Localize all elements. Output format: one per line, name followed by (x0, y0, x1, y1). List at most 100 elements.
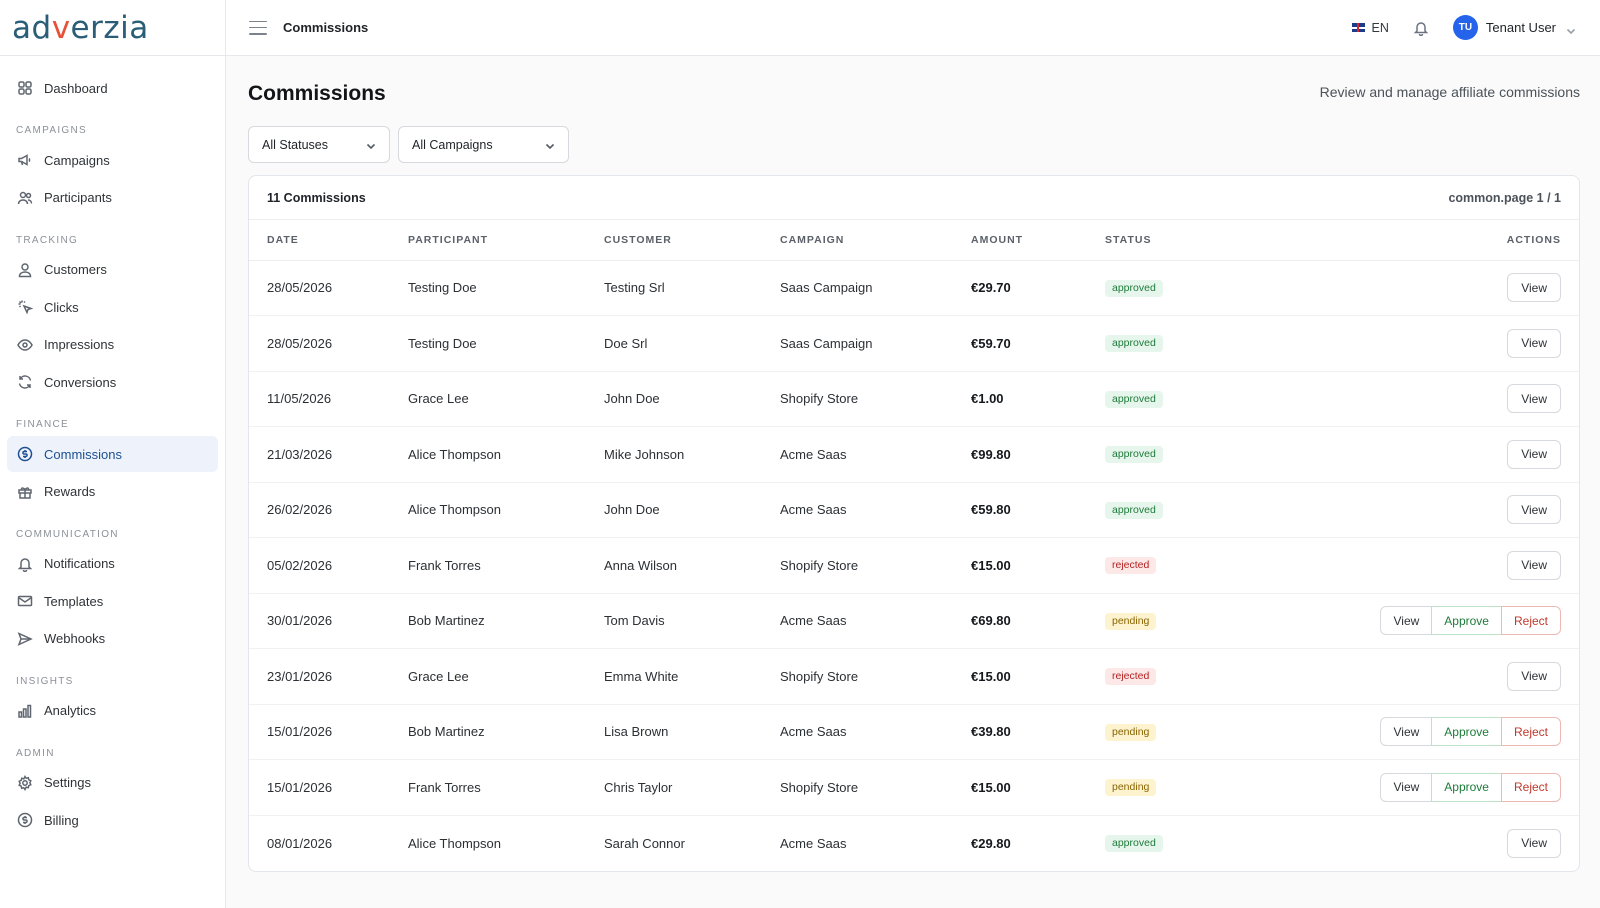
approve-button[interactable]: Approve (1431, 606, 1502, 636)
table-row: 28/05/2026 Testing Doe Doe Srl Saas Campaig… (249, 315, 1579, 372)
cell-actions: View (1285, 371, 1579, 427)
dollar-circle-icon (17, 812, 33, 828)
cell-status: approved (1105, 260, 1285, 316)
reject-button[interactable]: Reject (1500, 772, 1561, 802)
sidebar-item-dashboard[interactable]: Dashboard (7, 70, 218, 106)
view-button[interactable]: View (1507, 328, 1561, 358)
cell-amount: €15.00 (971, 759, 1105, 816)
language-switcher[interactable]: EN (1351, 21, 1389, 35)
sidebar-item-label: Impressions (44, 337, 115, 352)
avatar: TU (1452, 15, 1478, 40)
cell-date: 15/01/2026 (249, 759, 408, 816)
table-row: 30/01/2026 Bob Martinez Tom Davis Acme Saas… (249, 593, 1579, 649)
cell-date: 05/02/2026 (249, 537, 408, 594)
table-row: 21/03/2026 Alice Thompson Mike Johnson Acme… (249, 426, 1579, 483)
notifications-bell-icon[interactable] (1413, 20, 1429, 36)
view-button[interactable]: View (1507, 273, 1561, 303)
column-header-campaign[interactable]: CAMPAIGN (780, 220, 971, 261)
view-button[interactable]: View (1507, 661, 1561, 691)
sidebar-item-settings[interactable]: Settings (7, 765, 218, 801)
view-button[interactable]: View (1507, 439, 1561, 469)
logo[interactable]: adverzia (0, 0, 225, 56)
view-button[interactable]: View (1507, 828, 1561, 858)
cell-campaign: Shopify Store (780, 648, 971, 705)
row-action-group: View Approve Reject (1380, 717, 1561, 747)
send-icon (17, 631, 33, 647)
sidebar-item-commissions[interactable]: Commissions (7, 436, 218, 472)
cell-amount: €39.80 (971, 704, 1105, 760)
cell-participant: Alice Thompson (408, 426, 604, 483)
cell-amount: €69.80 (971, 593, 1105, 649)
commissions-table: DATE PARTICIPANT CUSTOMER CAMPAIGN AMOUN… (249, 220, 1579, 871)
sidebar-item-webhooks[interactable]: Webhooks (7, 621, 218, 657)
table-row: 26/02/2026 Alice Thompson John Doe Acme Saa… (249, 482, 1579, 538)
topbar: Commissions EN TU Tenant User (226, 0, 1600, 56)
cell-campaign: Saas Campaign (780, 260, 971, 316)
refresh-icon (17, 374, 33, 390)
reject-button[interactable]: Reject (1500, 606, 1561, 636)
commissions-count: 11 Commissions (267, 190, 366, 205)
sidebar-item-label: Billing (44, 812, 79, 828)
column-header-date[interactable]: DATE (249, 220, 408, 261)
table-row: 08/01/2026 Alice Thompson Sarah Connor Acme… (249, 815, 1579, 871)
cell-campaign: Acme Saas (780, 835, 847, 851)
user-menu[interactable]: TU Tenant User (1452, 15, 1576, 40)
filters: All Statuses All Campaigns (248, 126, 1580, 163)
sidebar-item-analytics[interactable]: Analytics (7, 693, 218, 729)
cell-actions: View (1285, 315, 1579, 372)
sidebar-item-label: Templates (44, 593, 104, 609)
approve-button[interactable]: Approve (1431, 717, 1502, 747)
cell-campaign: Acme Saas (780, 593, 971, 649)
eye-icon (17, 337, 33, 353)
cell-participant: Frank Torres (408, 537, 604, 594)
cell-actions: View Approve Reject (1285, 593, 1579, 649)
user-name: Tenant User (1485, 20, 1556, 35)
cell-amount: €29.70 (971, 260, 1105, 316)
cell-date: 11/05/2026 (249, 371, 408, 427)
cell-campaign: Shopify Store (780, 371, 971, 427)
cell-participant: Bob Martinez (408, 704, 604, 760)
table-body: 28/05/2026 Testing Doe Testing Srl Saas Cam… (249, 260, 1579, 871)
column-header-status[interactable]: STATUS (1105, 220, 1285, 261)
sidebar-item-notifications[interactable]: Notifications (7, 546, 218, 582)
sidebar-item-customers[interactable]: Customers (7, 252, 218, 288)
status-filter-value: All Statuses (262, 137, 329, 152)
cell-status: pending (1105, 704, 1285, 760)
sidebar-item-clicks[interactable]: Clicks (7, 289, 218, 325)
cell-actions: View (1285, 482, 1579, 538)
status-filter-select[interactable]: All Statuses (248, 126, 390, 163)
sidebar-item-templates[interactable]: Templates (7, 583, 218, 619)
column-header-amount[interactable]: AMOUNT (971, 220, 1105, 261)
view-button[interactable]: View (1380, 772, 1433, 802)
sidebar-item-billing[interactable]: Billing (7, 802, 218, 838)
sidebar-item-participants[interactable]: Participants (7, 180, 218, 216)
cell-customer: Doe Srl (604, 315, 780, 372)
column-header-customer[interactable]: CUSTOMER (604, 220, 780, 261)
sidebar-item-rewards[interactable]: Rewards (7, 474, 218, 510)
view-button[interactable]: View (1507, 495, 1561, 525)
breadcrumb: Commissions (283, 20, 369, 35)
cell-date: 15/01/2026 (249, 704, 408, 760)
sidebar-item-impressions[interactable]: Impressions (7, 327, 218, 363)
cell-date: 23/01/2026 (249, 648, 408, 705)
chevron-down-icon (545, 140, 555, 150)
cell-date: 21/03/2026 (249, 426, 408, 483)
reject-button[interactable]: Reject (1500, 717, 1561, 747)
cell-status: rejected (1105, 648, 1285, 705)
cell-actions: View (1285, 426, 1579, 483)
hamburger-menu-icon[interactable] (249, 20, 267, 35)
sidebar-item-conversions[interactable]: Conversions (7, 364, 218, 400)
column-header-participant[interactable]: PARTICIPANT (408, 220, 604, 261)
cell-participant: Testing Doe (408, 315, 604, 372)
sidebar-item-campaigns[interactable]: Campaigns (7, 142, 218, 178)
cell-amount: €99.80 (971, 426, 1105, 483)
page-header: Commissions Review and manage affiliate … (248, 56, 1580, 126)
view-button[interactable]: View (1507, 384, 1561, 414)
view-button[interactable]: View (1380, 606, 1433, 636)
sidebar-item-label: Conversions (44, 374, 117, 390)
approve-button[interactable]: Approve (1431, 772, 1502, 802)
cell-customer: Mike Johnson (604, 426, 780, 483)
view-button[interactable]: View (1380, 717, 1433, 747)
campaign-filter-select[interactable]: All Campaigns (398, 126, 569, 163)
view-button[interactable]: View (1507, 550, 1561, 580)
